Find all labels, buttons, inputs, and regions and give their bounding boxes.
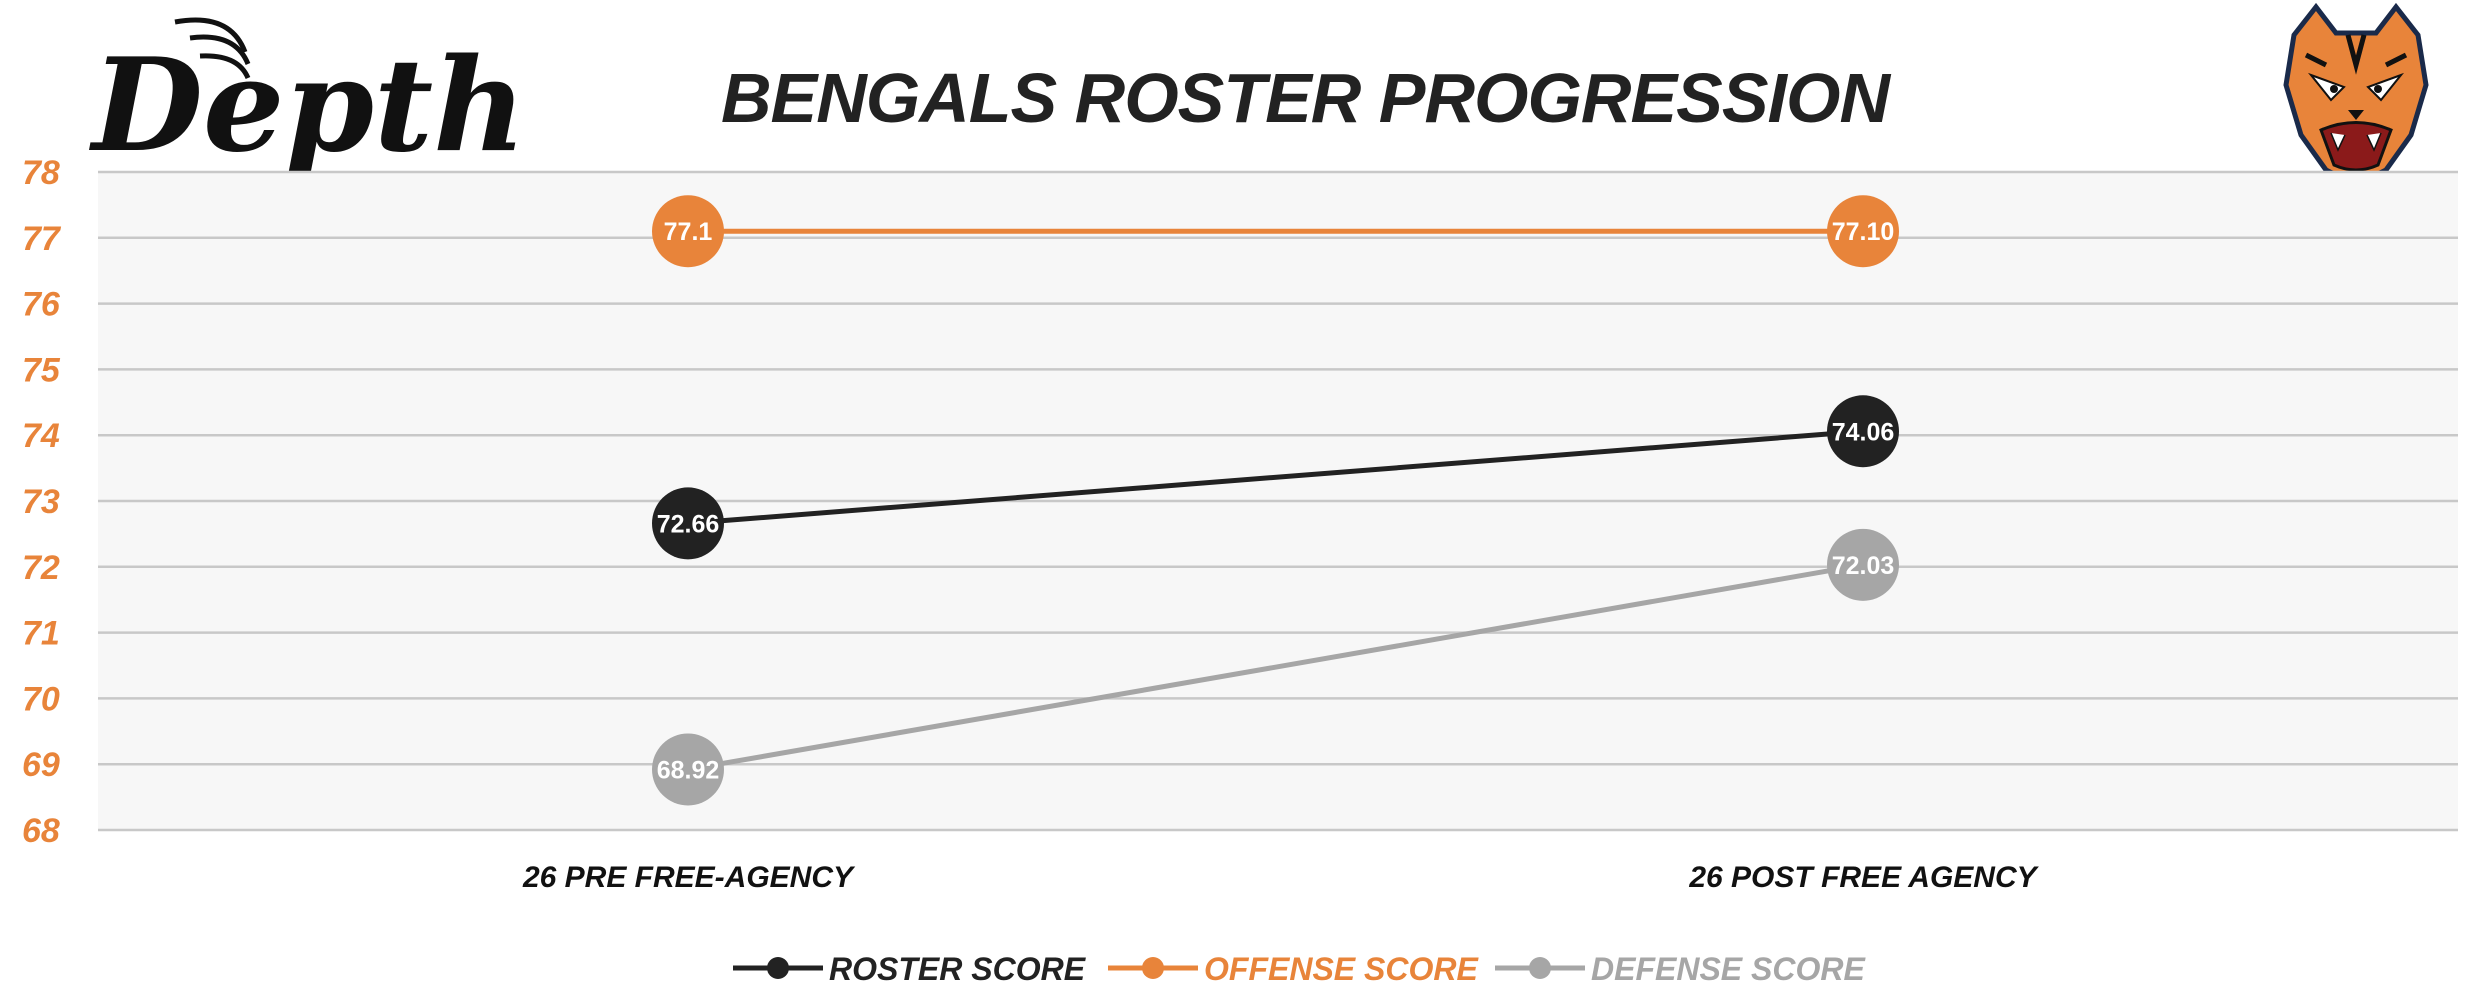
y-axis: 78 77 76 75 74 73 72 71 70 69 68 [22,154,62,850]
data-label: 72.66 [657,510,720,538]
y-tick-label: 69 [22,746,60,784]
logo-swoosh-2 [189,34,251,66]
series-defense-score: 68.92 72.03 [652,528,1899,806]
x-tick-label: 26 POST FREE AGENCY [1688,861,2039,894]
logo-swoosh-3 [199,53,251,80]
logo-swoosh-1 [174,17,248,53]
data-point [652,733,724,806]
legend: ROSTER SCORE OFFENSE SCORE DEFENSE SCORE [733,951,1866,987]
series-roster-score: 72.66 74.06 [652,395,1899,560]
legend-item: ROSTER SCORE [733,951,1087,987]
y-tick-label: 71 [22,615,60,653]
y-tick-label: 72 [22,549,60,587]
chart-title: BENGALS ROSTER PROGRESSION [721,59,1891,137]
legend-label: OFFENSE SCORE [1204,951,1479,987]
data-label: 68.92 [657,756,720,784]
legend-marker [767,957,789,979]
y-tick-label: 77 [22,220,62,258]
legend-item: DEFENSE SCORE [1495,951,1866,987]
data-point [652,195,724,268]
y-tick-label: 68 [22,812,60,850]
data-label: 74.06 [1832,418,1895,446]
logo-text: Depth [89,31,526,181]
depth-logo: Depth [89,17,526,181]
legend-item: OFFENSE SCORE [1108,951,1479,987]
y-tick-label: 70 [22,680,60,718]
legend-label: ROSTER SCORE [829,951,1087,987]
series-line [687,428,1864,526]
data-point [1827,395,1899,468]
y-tick-label: 76 [22,286,61,324]
data-point [652,487,724,560]
series-line [687,562,1864,772]
y-tick-label: 73 [22,483,60,521]
legend-marker [1529,957,1551,979]
series-offense-score: 77.1 77.10 [652,195,1899,268]
y-tick-label: 78 [22,154,60,192]
tiger-head-icon [2283,2,2429,188]
data-label: 72.03 [1832,552,1895,580]
x-tick-label: 26 PRE FREE-AGENCY [522,861,856,894]
gridlines [98,170,2458,832]
x-axis: 26 PRE FREE-AGENCY 26 POST FREE AGENCY [522,861,2040,894]
data-point [1827,528,1899,601]
series-layer: 72.66 74.06 77.1 77.10 68.92 72.03 [652,195,1899,806]
legend-label: DEFENSE SCORE [1591,951,1866,987]
data-label: 77.1 [664,218,713,246]
data-point [1827,195,1899,268]
legend-marker [1142,957,1164,979]
y-tick-label: 74 [22,417,60,455]
data-label: 77.10 [1832,218,1895,246]
y-tick-label: 75 [22,351,61,389]
